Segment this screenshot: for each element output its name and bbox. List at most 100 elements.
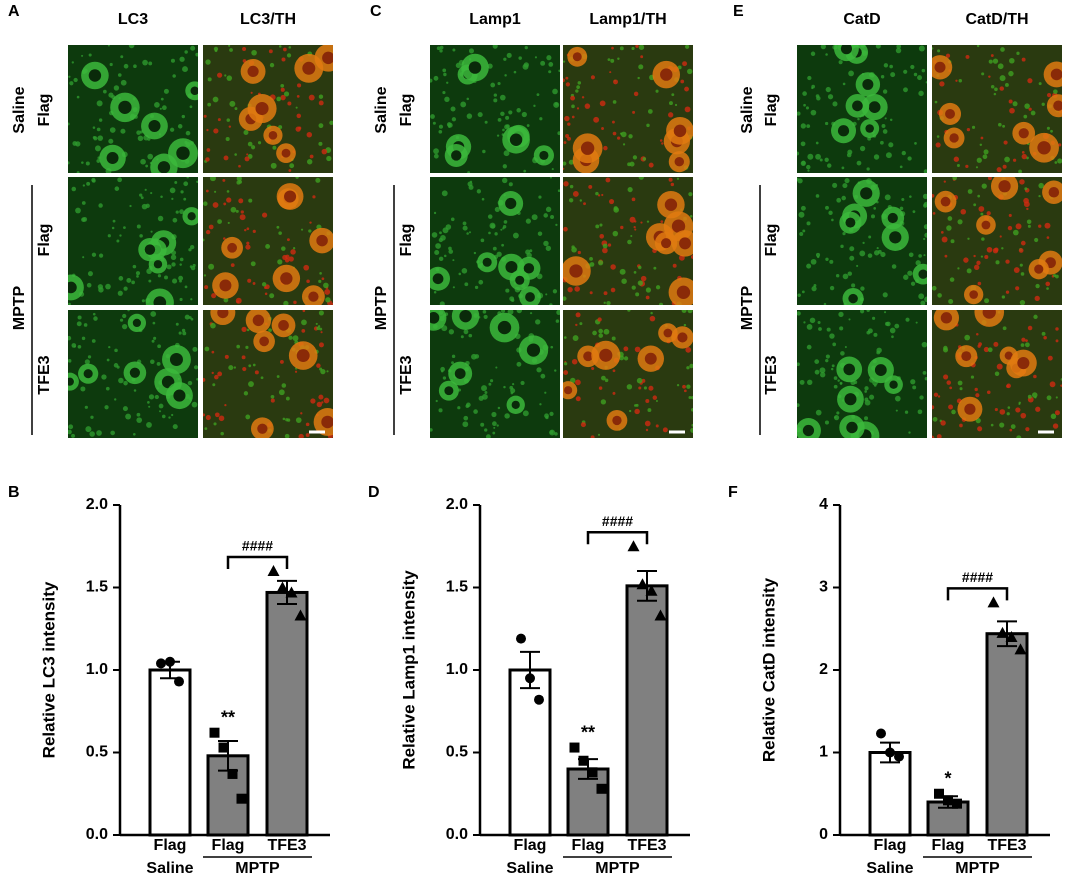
speckle [901, 197, 905, 202]
speckle [575, 379, 581, 386]
nucleus [1004, 351, 1013, 360]
speckle [188, 248, 192, 252]
nucleus [278, 320, 289, 331]
speckle [319, 327, 323, 331]
speckle [196, 378, 198, 381]
speckle [567, 286, 573, 293]
data-point [876, 728, 886, 739]
speckle [797, 111, 801, 116]
micrograph-content [203, 177, 333, 305]
speckle [891, 335, 894, 339]
speckle [563, 296, 567, 301]
speckle [112, 219, 116, 223]
row-label: Saline [739, 86, 756, 133]
speckle [309, 221, 312, 224]
speckle [925, 81, 927, 84]
speckle [829, 259, 834, 264]
speckle [298, 433, 304, 438]
speckle [940, 230, 944, 234]
speckle [482, 149, 486, 154]
speckle [534, 56, 538, 59]
speckle [476, 189, 482, 194]
speckle [452, 48, 456, 52]
nucleus [280, 272, 293, 285]
speckle [438, 408, 443, 413]
speckle [993, 92, 997, 96]
speckle [88, 53, 92, 57]
speckle [866, 310, 870, 312]
speckle [133, 432, 136, 436]
speckle [932, 435, 935, 438]
speckle [802, 91, 807, 96]
speckle [98, 118, 103, 122]
speckle [171, 197, 174, 201]
nucleus [661, 238, 672, 249]
speckle [950, 239, 955, 244]
speckle [438, 237, 443, 243]
speckle [941, 236, 948, 243]
speckle [882, 292, 888, 298]
speckle [96, 430, 102, 436]
speckle [800, 123, 806, 129]
speckle [963, 257, 969, 263]
nucleus [296, 349, 310, 363]
speckle [627, 239, 632, 245]
speckle [638, 386, 642, 390]
nucleus [663, 328, 673, 338]
speckle [455, 62, 462, 69]
speckle [119, 234, 122, 237]
speckle [1012, 101, 1018, 107]
speckle [211, 350, 215, 354]
nucleus [255, 101, 269, 116]
speckle [896, 45, 902, 49]
significance: * [944, 769, 951, 789]
speckle [632, 155, 638, 160]
speckle [181, 114, 186, 119]
speckle [96, 100, 103, 107]
speckle [563, 336, 567, 339]
speckle [450, 217, 455, 222]
bar [265, 590, 309, 837]
nucleus [644, 352, 657, 365]
speckle [466, 232, 469, 235]
speckle [601, 375, 606, 381]
x-tick-label: Flag [212, 837, 245, 854]
speckle [959, 423, 963, 428]
speckle [977, 426, 983, 432]
data-point [276, 581, 289, 593]
speckle [806, 164, 811, 170]
y-tick-label: 3 [819, 579, 828, 596]
speckle [1007, 406, 1011, 409]
speckle [247, 278, 252, 283]
micrograph-content [430, 177, 560, 305]
speckle [436, 46, 441, 51]
speckle [885, 321, 891, 327]
speckle [493, 93, 498, 97]
speckle [108, 345, 111, 349]
speckle [488, 231, 491, 235]
speckle [171, 262, 176, 267]
speckle [908, 252, 914, 258]
speckle [862, 241, 865, 244]
speckle [1055, 396, 1058, 399]
speckle [228, 365, 234, 371]
nucleus [257, 423, 268, 434]
speckle [613, 79, 618, 85]
speckle [521, 111, 527, 118]
speckle [175, 210, 179, 214]
speckle [593, 116, 600, 123]
speckle [831, 218, 834, 222]
speckle [296, 94, 300, 98]
data-point [654, 609, 667, 621]
speckle [579, 199, 583, 202]
speckle [571, 245, 575, 249]
speckle [250, 261, 256, 267]
speckle [286, 53, 292, 58]
speckle [1010, 424, 1016, 429]
speckle [452, 286, 455, 289]
speckle [214, 190, 217, 193]
micrograph [797, 310, 927, 438]
speckle [880, 251, 886, 258]
significance: ** [581, 722, 595, 742]
